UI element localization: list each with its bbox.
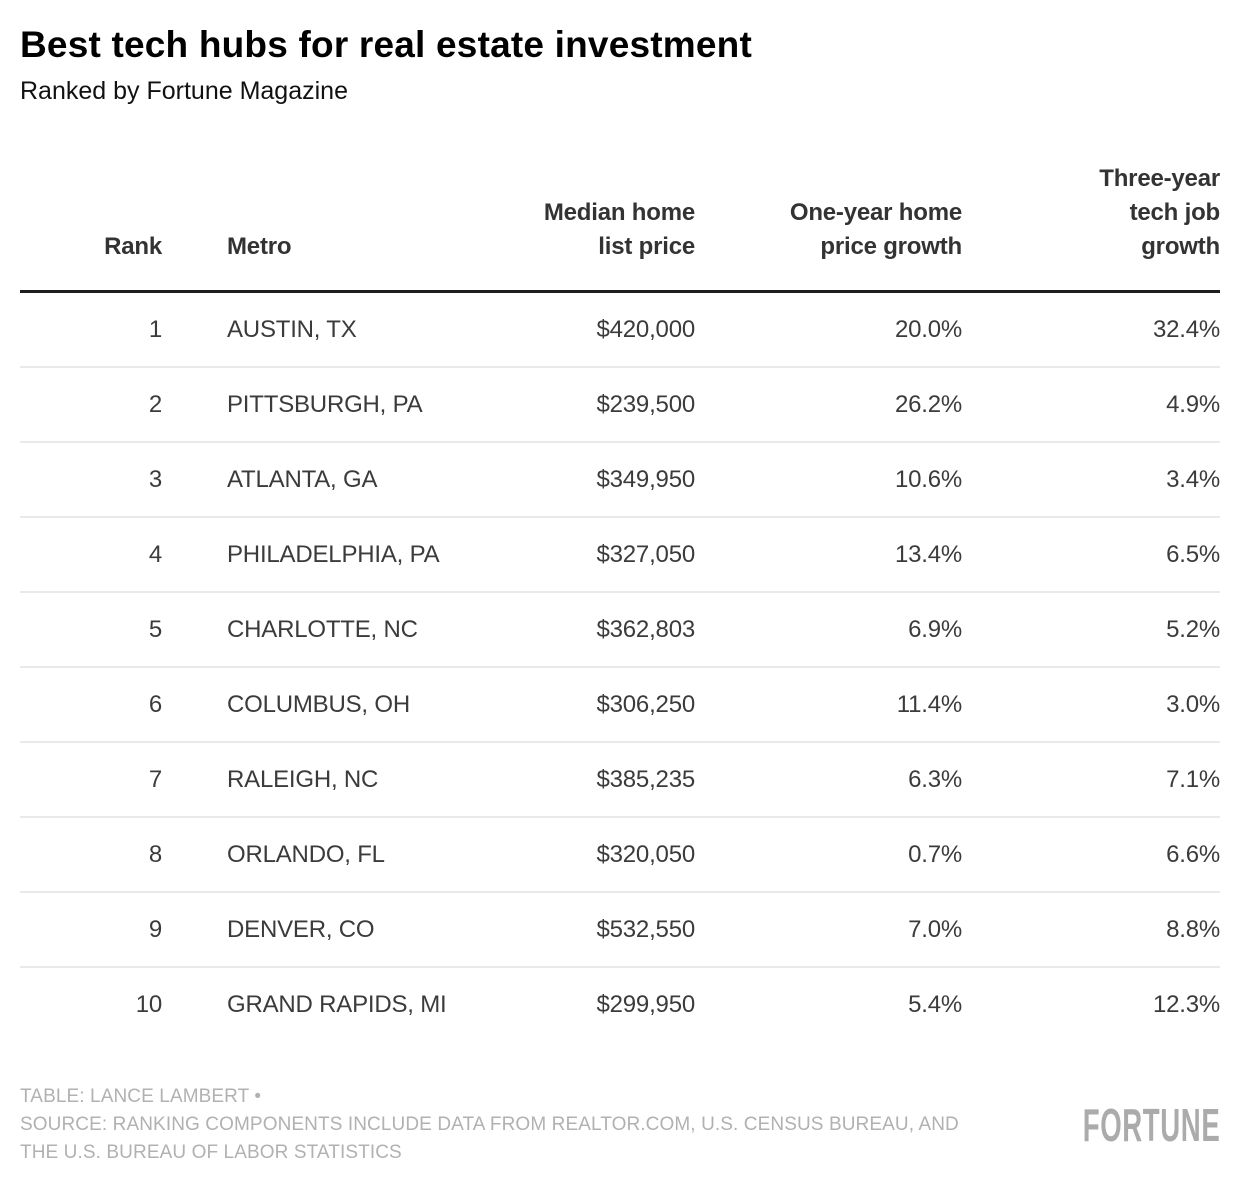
metro-cell: PITTSBURGH, PA [227,390,423,418]
rankings-table: Rank Metro Median home list price One-ye… [20,162,1220,1041]
column-header-metro: Metro [162,162,500,293]
median-price-cell: $349,950 [596,465,695,493]
median-price-cell: $420,000 [596,315,695,343]
median-price-cell: $385,235 [596,765,695,793]
one-year-growth-cell: 7.0% [908,915,962,943]
table-row: 10 GRAND RAPIDS, MI $299,950 5.4% 12.3% [20,967,1220,1041]
rank-cell: 8 [148,840,162,868]
metro-cell: DENVER, CO [227,915,375,943]
three-year-growth-cell: 7.1% [1166,765,1220,793]
rank-cell: 2 [148,390,162,418]
source-note: SOURCE: RANKING COMPONENTS INCLUDE DATA … [20,1114,959,1163]
three-year-growth-cell: 3.4% [1166,465,1220,493]
metro-cell: COLUMBUS, OH [227,690,410,718]
median-price-cell: $320,050 [596,840,695,868]
one-year-growth-cell: 13.4% [894,540,962,568]
metro-cell: ATLANTA, GA [227,465,378,493]
three-year-growth-cell: 8.8% [1166,915,1220,943]
page-subtitle: Ranked by Fortune Magazine [20,77,348,105]
one-year-growth-cell: 5.4% [908,990,962,1018]
table-row: 4 PHILADELPHIA, PA $327,050 13.4% 6.5% [20,517,1220,592]
rank-cell: 7 [148,765,162,793]
three-year-growth-cell: 6.5% [1166,540,1220,568]
median-price-cell: $362,803 [596,615,695,643]
footer: TABLE: LANCE LAMBERT • SOURCE: RANKING C… [20,1083,1220,1167]
table-row: 8 ORLANDO, FL $320,050 0.7% 6.6% [20,817,1220,892]
column-header-rank: Rank [20,162,162,293]
metro-cell: AUSTIN, TX [227,315,357,343]
table-row: 9 DENVER, CO $532,550 7.0% 8.8% [20,892,1220,967]
rank-cell: 3 [148,465,162,493]
median-price-cell: $239,500 [596,390,695,418]
one-year-growth-cell: 0.7% [908,840,962,868]
metro-cell: PHILADELPHIA, PA [227,540,440,568]
table-row: 6 COLUMBUS, OH $306,250 11.4% 3.0% [20,667,1220,742]
three-year-growth-cell: 3.0% [1166,690,1220,718]
page-title: Best tech hubs for real estate investmen… [20,24,752,65]
three-year-growth-cell: 6.6% [1166,840,1220,868]
column-header-median-home-list-price: Median home list price [500,162,695,293]
three-year-growth-cell: 32.4% [1152,315,1220,343]
one-year-growth-cell: 11.4% [896,690,962,718]
column-header-three-year-tech-job-growth: Three-year tech job growth [962,162,1220,293]
rank-cell: 10 [135,990,162,1018]
metro-cell: GRAND RAPIDS, MI [227,990,447,1018]
median-price-cell: $327,050 [596,540,695,568]
metro-cell: RALEIGH, NC [227,765,379,793]
column-header-one-year-home-price-growth: One-year home price growth [695,162,962,293]
three-year-growth-cell: 4.9% [1166,390,1220,418]
rank-cell: 6 [148,690,162,718]
metro-cell: CHARLOTTE, NC [227,615,418,643]
rank-cell: 5 [148,615,162,643]
table-credit: TABLE: LANCE LAMBERT • [20,1086,262,1107]
median-price-cell: $306,250 [596,690,695,718]
table-row: 2 PITTSBURGH, PA $239,500 26.2% 4.9% [20,367,1220,442]
rank-cell: 4 [148,540,162,568]
rank-cell: 9 [148,915,162,943]
table-row: 3 ATLANTA, GA $349,950 10.6% 3.4% [20,442,1220,517]
metro-cell: ORLANDO, FL [227,840,385,868]
header-row: Rank Metro Median home list price One-ye… [20,162,1220,293]
one-year-growth-cell: 26.2% [894,390,962,418]
table-row: 7 RALEIGH, NC $385,235 6.3% 7.1% [20,742,1220,817]
fortune-logo: FORTUNE [1082,1099,1220,1151]
footer-notes: TABLE: LANCE LAMBERT • SOURCE: RANKING C… [20,1083,991,1167]
one-year-growth-cell: 20.0% [894,315,962,343]
rank-cell: 1 [148,315,162,343]
table-row: 5 CHARLOTTE, NC $362,803 6.9% 5.2% [20,592,1220,667]
median-price-cell: $532,550 [596,915,695,943]
three-year-growth-cell: 5.2% [1166,615,1220,643]
one-year-growth-cell: 6.9% [908,615,962,643]
three-year-growth-cell: 12.3% [1152,990,1220,1018]
one-year-growth-cell: 10.6% [894,465,962,493]
table-row: 1 AUSTIN, TX $420,000 20.0% 32.4% [20,292,1220,367]
median-price-cell: $299,950 [596,990,695,1018]
one-year-growth-cell: 6.3% [908,765,962,793]
